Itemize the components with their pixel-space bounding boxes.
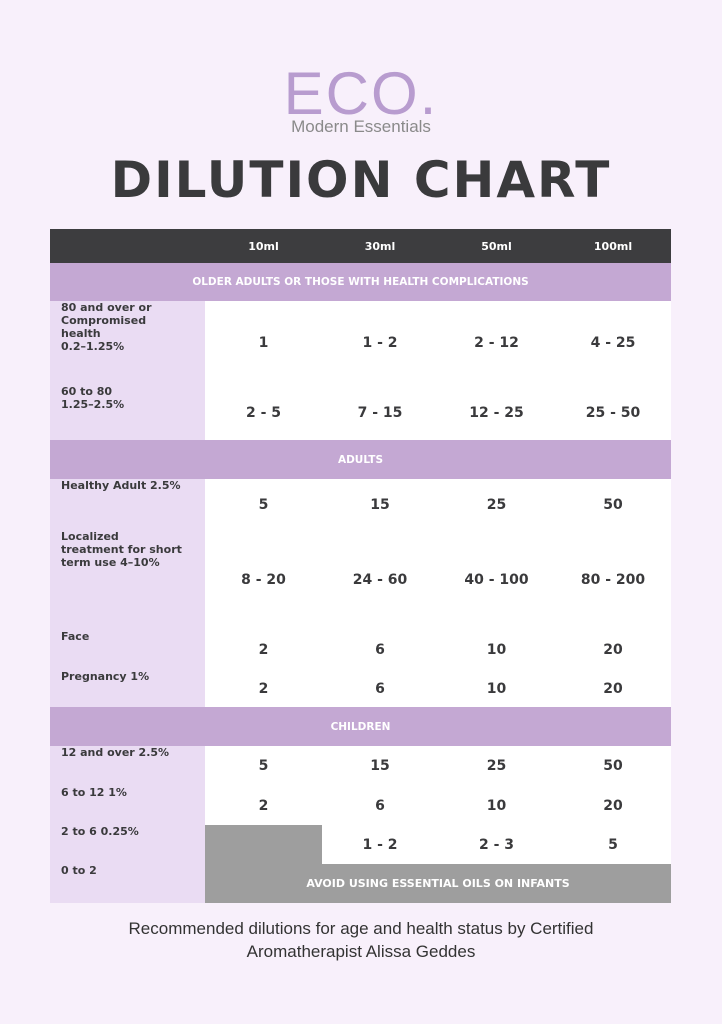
label-line: Face	[61, 630, 90, 643]
value-cell: 15	[322, 479, 438, 530]
label-line: 6 to 12 1%	[61, 786, 127, 799]
value-cell: 5	[205, 479, 322, 530]
value-cell: 5	[205, 746, 322, 786]
label-line: 1.25–2.5%	[61, 398, 125, 411]
row-label: Healthy Adult 2.5%	[50, 479, 205, 530]
row-label: 60 to 80 1.25–2.5%	[50, 385, 205, 440]
value-cell: 4 - 25	[555, 301, 671, 385]
value-cell: 2 - 3	[438, 825, 555, 864]
title: DILUTION CHART	[110, 151, 612, 209]
value-cell: 10	[438, 670, 555, 707]
value-cell: 10	[438, 630, 555, 670]
column-header: 10ml	[205, 229, 322, 263]
row-label: Face	[50, 630, 205, 670]
section-title: ADULTS	[50, 440, 671, 479]
section-title: OLDER ADULTS OR THOSE WITH HEALTH COMPLI…	[50, 263, 671, 301]
tagline: Modern Essentials	[291, 117, 431, 136]
value-cell: 15	[322, 746, 438, 786]
footer-line: Aromatherapist Alissa Geddes	[246, 942, 476, 961]
value-cell: 6	[322, 786, 438, 825]
column-header: 30ml	[322, 229, 438, 263]
column-header: 50ml	[438, 229, 555, 263]
value-cell: 50	[555, 746, 671, 786]
value-cell: 5	[555, 825, 671, 864]
value-cell: 25	[438, 479, 555, 530]
value-cell: 8 - 20	[205, 530, 322, 630]
value-cell: 6	[322, 630, 438, 670]
value-cell: 1	[205, 301, 322, 385]
label-line: treatment for short	[61, 543, 182, 556]
note: AVOID USING ESSENTIAL OILS ON INFANTS	[205, 864, 671, 903]
label-line: health	[61, 327, 101, 340]
value-cell: 2 - 12	[438, 301, 555, 385]
label-line: 80 and over or	[61, 301, 152, 314]
label-line: Healthy Adult 2.5%	[61, 479, 181, 492]
value-cell: 1 - 2	[322, 825, 438, 864]
value-cell: 24 - 60	[322, 530, 438, 630]
section-title: CHILDREN	[50, 707, 671, 746]
value-cell: 80 - 200	[555, 530, 671, 630]
blank-cell	[205, 825, 322, 864]
header-cell	[50, 229, 205, 263]
row-label: 6 to 12 1%	[50, 786, 205, 825]
row-label: Pregnancy 1%	[50, 670, 205, 707]
value-cell: 2	[205, 786, 322, 825]
value-cell: 20	[555, 630, 671, 670]
value-cell: 25 - 50	[555, 385, 671, 440]
value-cell: 6	[322, 670, 438, 707]
value-cell: 20	[555, 786, 671, 825]
value-cell: 2	[205, 670, 322, 707]
value-cell: 1 - 2	[322, 301, 438, 385]
value-cell: 2	[205, 630, 322, 670]
value-cell: 25	[438, 746, 555, 786]
value-cell: 50	[555, 479, 671, 530]
value-cell: 40 - 100	[438, 530, 555, 630]
value-cell: 7 - 15	[322, 385, 438, 440]
row-label: Localized treatment for short term use 4–1…	[50, 530, 205, 630]
label-line: 12 and over 2.5%	[61, 746, 170, 759]
value-cell: 12 - 25	[438, 385, 555, 440]
label-line: Localized	[61, 530, 119, 543]
label-line: Pregnancy 1%	[61, 670, 150, 683]
label-line: 60 to 80	[61, 385, 113, 398]
label-line: Compromised	[61, 314, 147, 327]
value-cell: 20	[555, 670, 671, 707]
label-line: term use 4–10%	[61, 556, 160, 569]
label-line: 2 to 6 0.25%	[61, 825, 139, 838]
row-label: 2 to 6 0.25%	[50, 825, 205, 864]
label-line: 0.2–1.25%	[61, 340, 125, 353]
value-cell: 10	[438, 786, 555, 825]
column-header: 100ml	[555, 229, 671, 263]
logo: ECO.	[283, 59, 439, 127]
label-line: 0 to 2	[61, 864, 97, 877]
row-label: 80 and over or Compromised health 0.2–1.25%	[50, 301, 205, 385]
row-label: 0 to 2	[50, 864, 205, 903]
value-cell: 2 - 5	[205, 385, 322, 440]
footer-line: Recommended dilutions for age and health…	[128, 919, 594, 938]
row-label: 12 and over 2.5%	[50, 746, 205, 786]
